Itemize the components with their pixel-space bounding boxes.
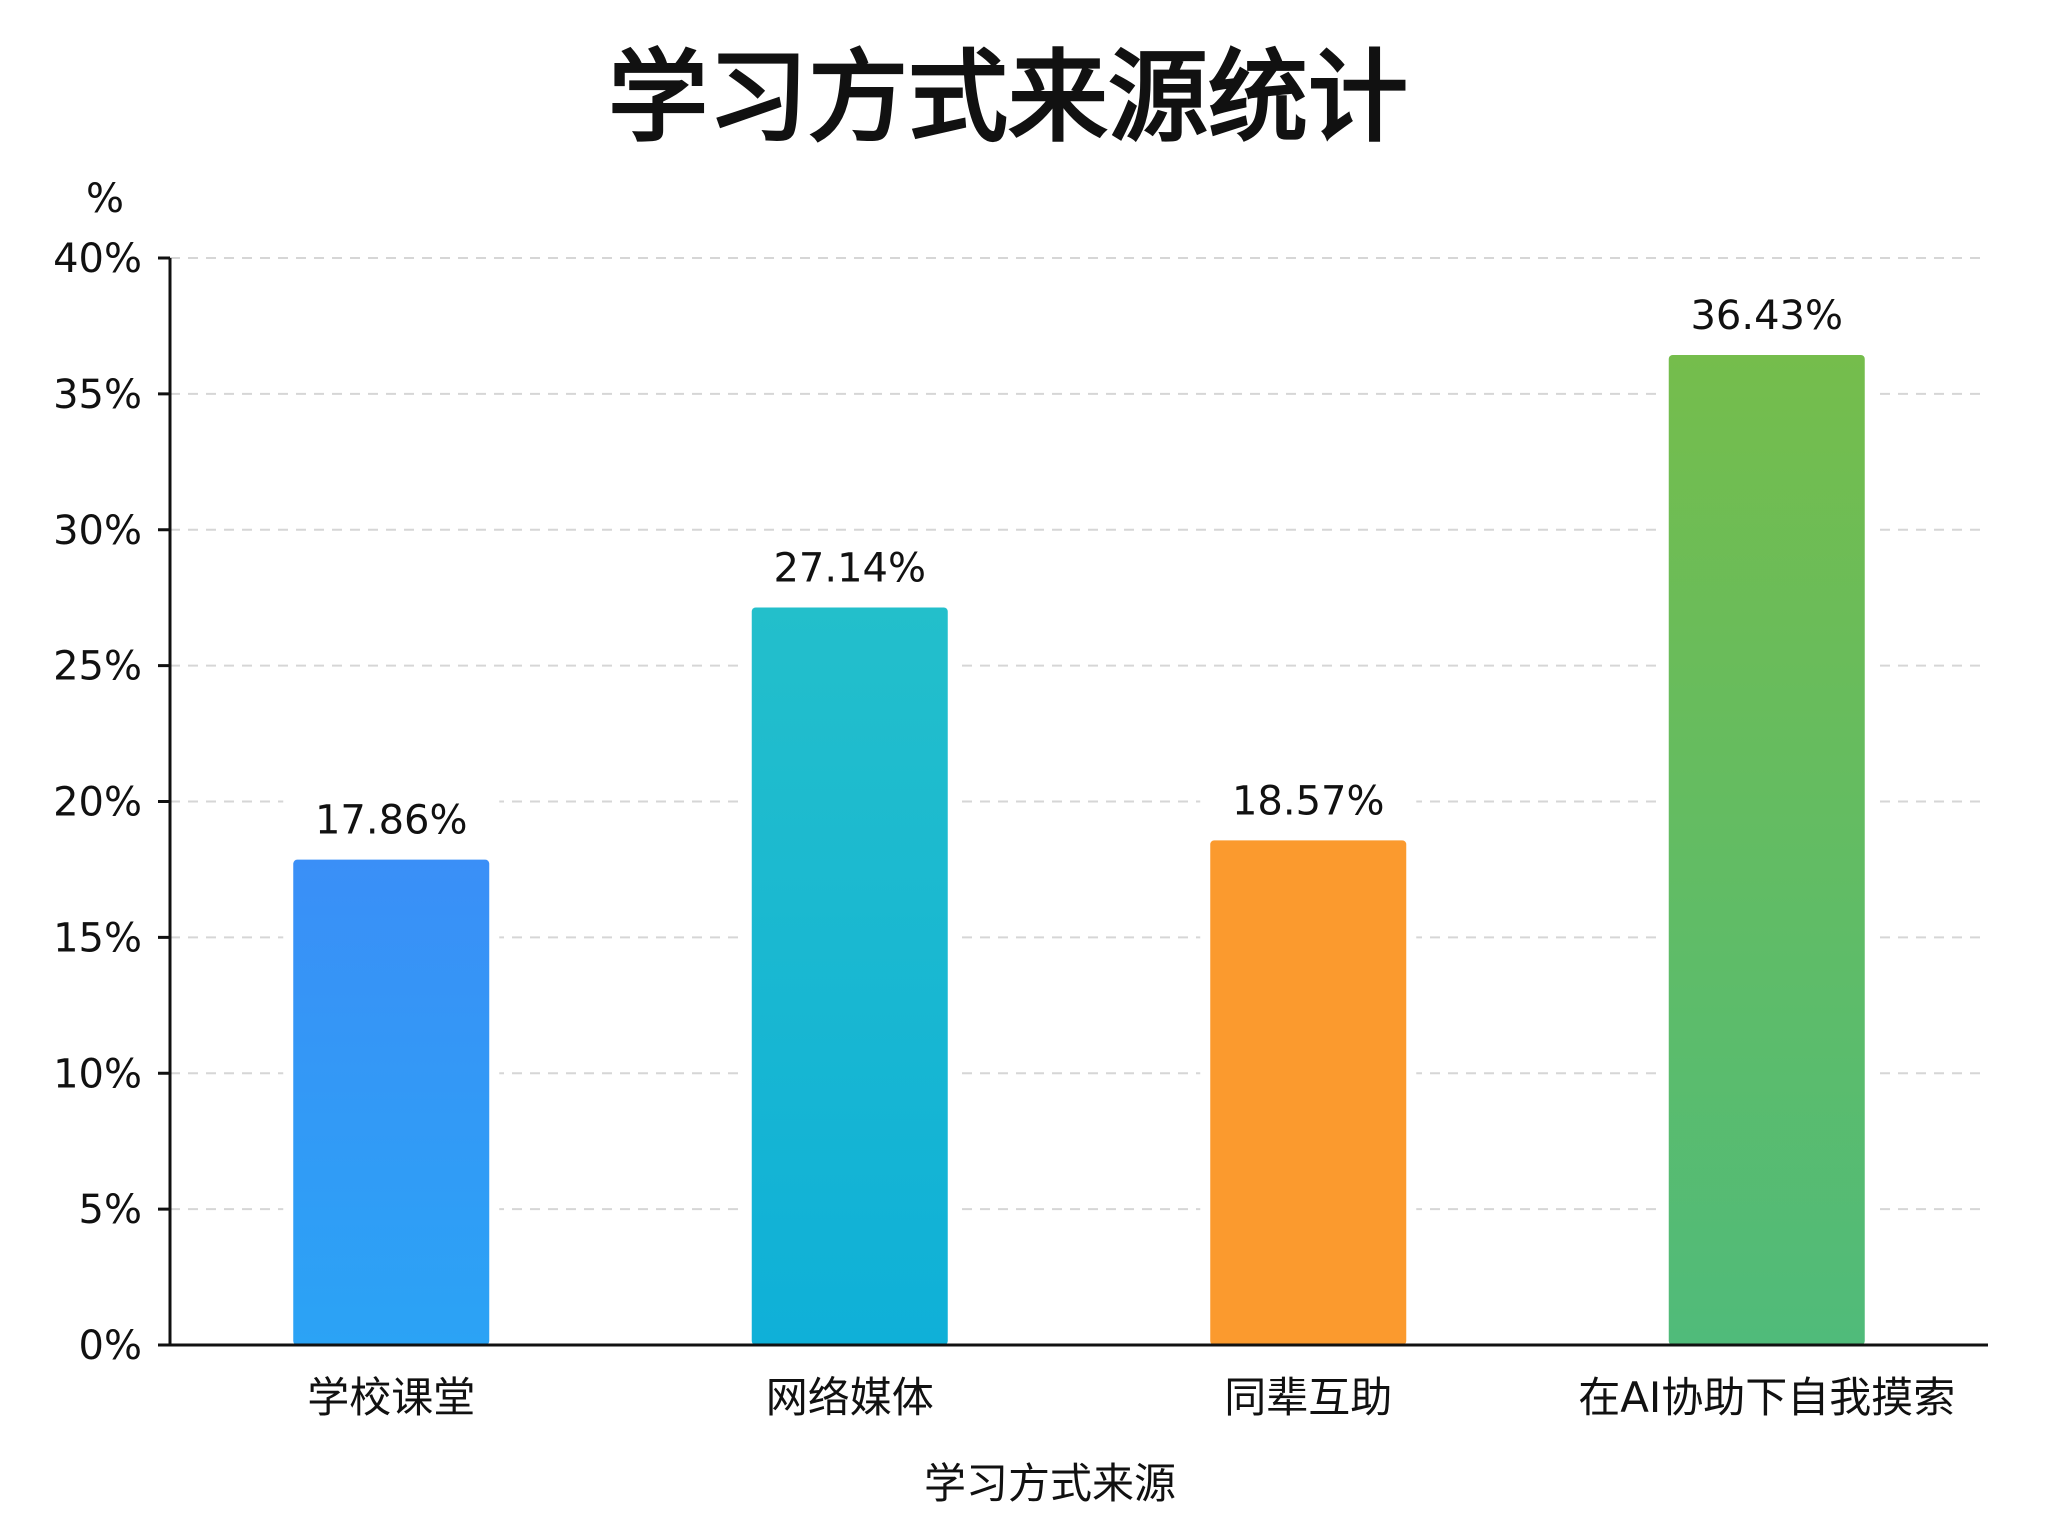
y-tick-label: 10% (53, 1051, 142, 1097)
x-tick-label: 学校课堂 (307, 1373, 475, 1422)
x-tick-label: 网络媒体 (766, 1373, 934, 1422)
chart-title: 学习方式来源统计 (608, 39, 1408, 156)
y-tick-label: 25% (53, 644, 142, 690)
bar-2 (1210, 840, 1407, 1345)
y-tick-label: 0% (79, 1323, 142, 1369)
x-axis-ticks: 学校课堂 网络媒体 同辈互助 在AI协助下自我摸索 (307, 1373, 1955, 1422)
y-tick-label: 35% (53, 372, 142, 418)
bar-1 (751, 607, 948, 1345)
y-axis-unit-label: % (86, 176, 124, 222)
x-tick-label: 在AI协助下自我摸索 (1578, 1373, 1955, 1422)
bar-value-label: 27.14% (773, 545, 926, 591)
x-axis-title: 学习方式来源 (924, 1459, 1176, 1508)
bars: 17.86% 27.14% 18.57% 36.43% (283, 293, 1875, 1345)
x-tick-label: 同辈互助 (1224, 1373, 1392, 1422)
y-tick-label: 40% (53, 236, 142, 282)
y-tick-label: 5% (79, 1187, 142, 1233)
bar-value-label: 36.43% (1690, 293, 1843, 339)
y-axis-ticks: 0% 5% 10% 15% 20% 25% 30% 35% 40% (53, 236, 170, 1369)
bar-value-label: 17.86% (315, 798, 468, 844)
bar-value-label: 18.57% (1232, 778, 1385, 824)
y-tick-label: 30% (53, 508, 142, 554)
y-tick-label: 20% (53, 780, 142, 826)
bar-3 (1668, 355, 1865, 1345)
bar-0 (293, 859, 490, 1345)
y-tick-label: 15% (53, 915, 142, 961)
